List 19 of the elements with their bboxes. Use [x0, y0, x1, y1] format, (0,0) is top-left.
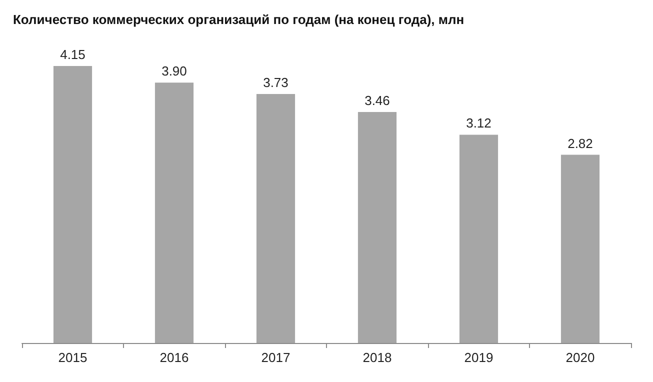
bar [53, 66, 92, 343]
bar [358, 112, 397, 343]
data-label: 3.12 [466, 116, 492, 131]
bar [560, 154, 600, 343]
x-tick-label: 2019 [464, 350, 494, 365]
data-label: 3.46 [364, 93, 390, 108]
data-label: 3.73 [263, 75, 288, 90]
x-tick-label: 2017 [261, 350, 290, 365]
x-tick-label: 2016 [160, 350, 189, 365]
x-tick-label: 2018 [362, 350, 392, 365]
x-tick-label: 2015 [58, 350, 88, 365]
data-label: 2.82 [568, 136, 593, 151]
chart-title: Количество коммерческих организаций по годам (на конец года), млн [13, 12, 464, 27]
bar [154, 82, 194, 343]
data-label: 3.90 [162, 64, 187, 79]
data-label: 4.15 [60, 47, 86, 62]
bar [459, 134, 498, 343]
x-tick-label: 2020 [566, 350, 595, 365]
bar [256, 94, 296, 343]
